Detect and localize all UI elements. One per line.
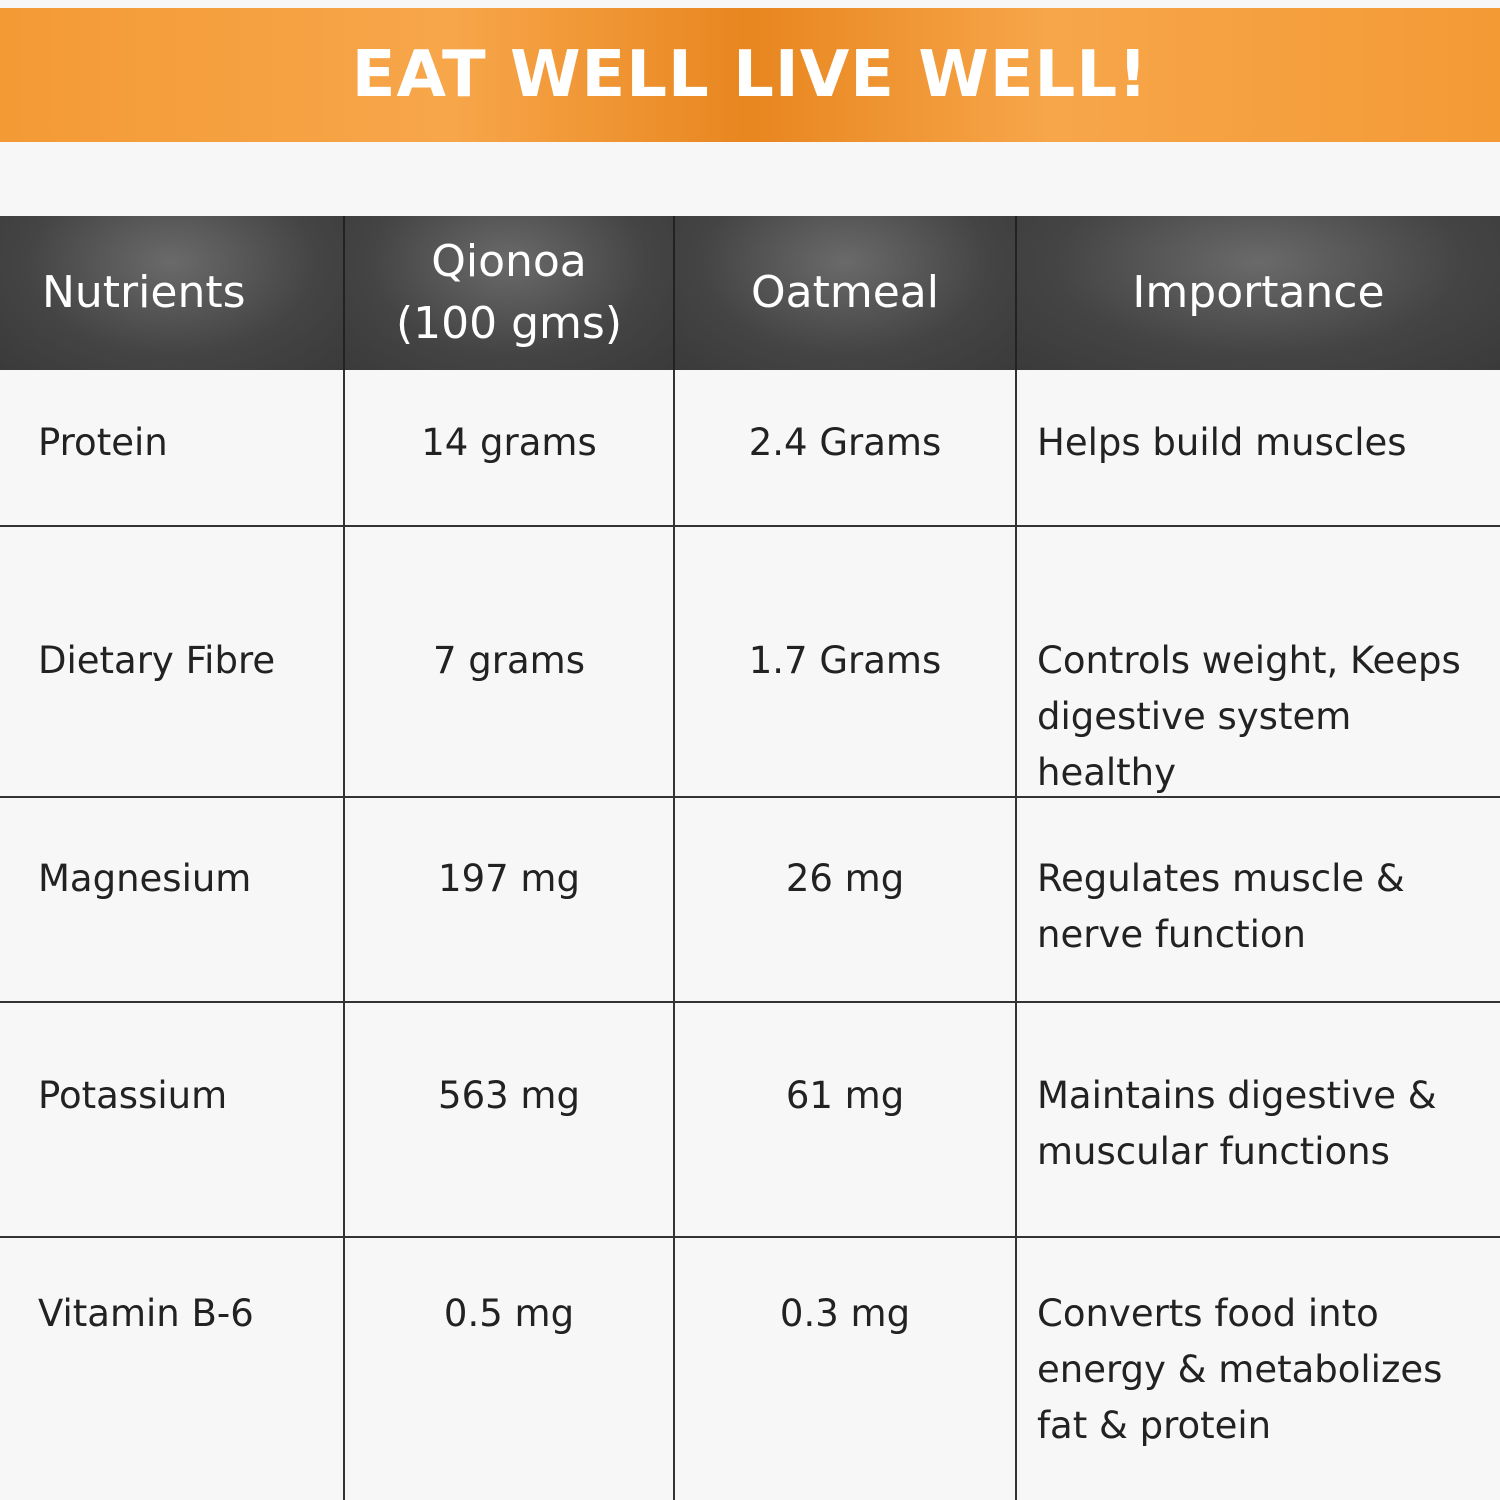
table-cell: Potassium xyxy=(0,1003,345,1238)
table-cell: Dietary Fibre xyxy=(0,527,345,798)
table-cell: Converts food into energy & metabolizes … xyxy=(1037,1292,1443,1447)
header-cell: Importance xyxy=(1017,216,1500,370)
table-cell: 0.5 mg xyxy=(345,1238,675,1500)
banner-title: EAT WELL LIVE WELL! xyxy=(351,38,1149,112)
table-cell: 2.4 Grams xyxy=(675,370,1017,527)
header-cell: Oatmeal xyxy=(675,216,1017,370)
table-cell: Regulates muscle & nerve function xyxy=(1017,798,1500,1003)
nutrition-table: Nutrients Qionoa (100 gms) Oatmeal Importan… xyxy=(0,216,1500,1500)
table-cell: Vitamin B-6 xyxy=(0,1238,345,1500)
table-cell: Maintains digestive & muscular functions xyxy=(1017,1003,1500,1238)
header-cell: Qionoa (100 gms) xyxy=(345,216,675,370)
table-cell: 61 mg xyxy=(675,1003,1017,1238)
table-cell: Helps build muscles xyxy=(1017,370,1500,527)
table-cell: 0.3 mg xyxy=(675,1238,1017,1500)
table-cell: 197 mg xyxy=(345,798,675,1003)
header-cell: Nutrients xyxy=(0,216,345,370)
table-cell: Protein xyxy=(0,370,345,527)
table-cell: 563 mg xyxy=(345,1003,675,1238)
table-cell: 1.7 Grams xyxy=(675,527,1017,798)
table-cell: 14 grams xyxy=(345,370,675,527)
table-cell: Controls weight, Keeps digestive system … xyxy=(1017,527,1500,798)
banner: EAT WELL LIVE WELL! xyxy=(0,8,1500,142)
table-cell: 26 mg xyxy=(675,798,1017,1003)
table-cell: Magnesium xyxy=(0,798,345,1003)
table-cell: 7 grams xyxy=(345,527,675,798)
